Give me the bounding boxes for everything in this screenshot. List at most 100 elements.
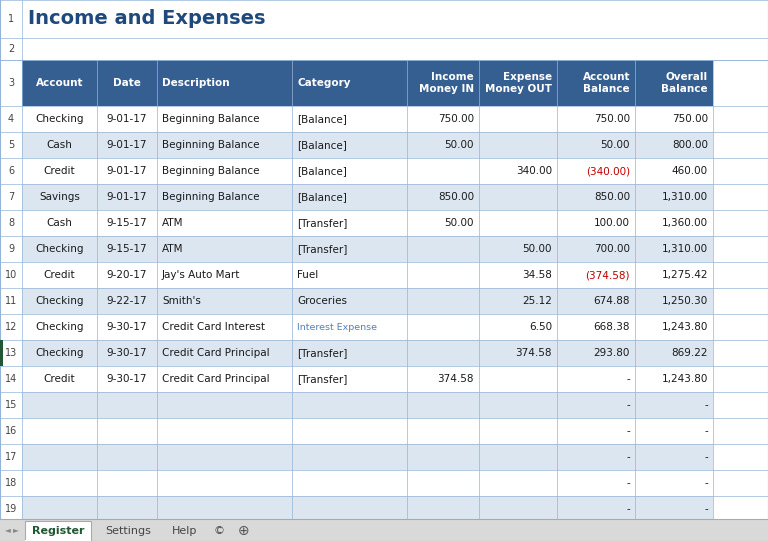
Bar bbox=[713, 392, 768, 418]
Bar bbox=[22, 184, 713, 210]
Bar bbox=[0, 60, 22, 106]
Text: [Balance]: [Balance] bbox=[297, 114, 347, 124]
Bar bbox=[713, 158, 768, 184]
Text: 750.00: 750.00 bbox=[438, 114, 474, 124]
Bar bbox=[0, 210, 22, 236]
Bar bbox=[0, 444, 22, 470]
Text: Interest Expense: Interest Expense bbox=[297, 322, 377, 332]
Bar bbox=[713, 366, 768, 392]
Text: Description: Description bbox=[162, 78, 230, 88]
Text: 50.00: 50.00 bbox=[445, 218, 474, 228]
Text: Credit Card Principal: Credit Card Principal bbox=[162, 374, 270, 384]
Text: -: - bbox=[626, 426, 630, 436]
Text: 1,250.30: 1,250.30 bbox=[662, 296, 708, 306]
Bar bbox=[25, 521, 91, 541]
Text: Credit: Credit bbox=[44, 166, 75, 176]
Text: 293.80: 293.80 bbox=[594, 348, 630, 358]
Text: -: - bbox=[626, 504, 630, 514]
Text: Beginning Balance: Beginning Balance bbox=[162, 192, 260, 202]
Text: 340.00: 340.00 bbox=[516, 166, 552, 176]
Bar bbox=[713, 496, 768, 522]
Text: -: - bbox=[704, 504, 708, 514]
Text: 100.00: 100.00 bbox=[594, 218, 630, 228]
Text: 869.22: 869.22 bbox=[671, 348, 708, 358]
Text: 9-01-17: 9-01-17 bbox=[107, 140, 147, 150]
Bar bbox=[0, 470, 22, 496]
Text: Cash: Cash bbox=[47, 218, 72, 228]
Bar bbox=[713, 262, 768, 288]
Text: 9-30-17: 9-30-17 bbox=[107, 374, 147, 384]
Text: -: - bbox=[704, 478, 708, 488]
Text: 1,310.00: 1,310.00 bbox=[662, 244, 708, 254]
Text: ►: ► bbox=[13, 525, 19, 535]
Text: [Balance]: [Balance] bbox=[297, 192, 347, 202]
Text: 850.00: 850.00 bbox=[438, 192, 474, 202]
Text: 4: 4 bbox=[8, 114, 14, 124]
Bar bbox=[0, 236, 22, 262]
Text: 800.00: 800.00 bbox=[672, 140, 708, 150]
Bar bbox=[22, 158, 713, 184]
Text: -: - bbox=[704, 426, 708, 436]
Text: -: - bbox=[626, 478, 630, 488]
Text: -: - bbox=[626, 452, 630, 462]
Text: 8: 8 bbox=[8, 218, 14, 228]
Text: Savings: Savings bbox=[39, 192, 80, 202]
Text: 50.00: 50.00 bbox=[522, 244, 552, 254]
Bar bbox=[22, 210, 713, 236]
Bar bbox=[713, 106, 768, 132]
Text: 6: 6 bbox=[8, 166, 14, 176]
Text: 9-01-17: 9-01-17 bbox=[107, 166, 147, 176]
Bar bbox=[22, 132, 713, 158]
Text: (374.58): (374.58) bbox=[585, 270, 630, 280]
Text: Register: Register bbox=[31, 526, 84, 536]
Text: Credit Card Interest: Credit Card Interest bbox=[162, 322, 265, 332]
Bar bbox=[22, 60, 713, 106]
Text: 17: 17 bbox=[5, 452, 17, 462]
Text: 14: 14 bbox=[5, 374, 17, 384]
Text: 6.50: 6.50 bbox=[529, 322, 552, 332]
Bar bbox=[22, 496, 713, 522]
Text: 7: 7 bbox=[8, 192, 14, 202]
Text: 9-15-17: 9-15-17 bbox=[107, 218, 147, 228]
Text: [Transfer]: [Transfer] bbox=[297, 348, 347, 358]
Bar bbox=[22, 340, 713, 366]
Bar bbox=[0, 314, 22, 340]
Text: Smith's: Smith's bbox=[162, 296, 201, 306]
Text: 16: 16 bbox=[5, 426, 17, 436]
Bar bbox=[713, 314, 768, 340]
Text: 9-22-17: 9-22-17 bbox=[107, 296, 147, 306]
Text: [Transfer]: [Transfer] bbox=[297, 244, 347, 254]
Text: 19: 19 bbox=[5, 504, 17, 514]
Text: Account
Balance: Account Balance bbox=[582, 72, 630, 94]
Bar bbox=[22, 106, 713, 132]
Text: Account: Account bbox=[36, 78, 83, 88]
Text: 9-30-17: 9-30-17 bbox=[107, 348, 147, 358]
Text: ATM: ATM bbox=[162, 244, 184, 254]
Text: Beginning Balance: Beginning Balance bbox=[162, 166, 260, 176]
Text: Groceries: Groceries bbox=[297, 296, 347, 306]
Text: [Transfer]: [Transfer] bbox=[297, 218, 347, 228]
Bar bbox=[22, 262, 713, 288]
Text: Income and Expenses: Income and Expenses bbox=[28, 10, 266, 29]
Bar bbox=[22, 366, 713, 392]
Bar bbox=[0, 158, 22, 184]
Text: (340.00): (340.00) bbox=[586, 166, 630, 176]
Text: 9-01-17: 9-01-17 bbox=[107, 114, 147, 124]
Text: 1,360.00: 1,360.00 bbox=[662, 218, 708, 228]
Text: 2: 2 bbox=[8, 44, 14, 54]
Bar bbox=[22, 288, 713, 314]
Bar bbox=[713, 236, 768, 262]
Text: Help: Help bbox=[172, 526, 197, 536]
Bar bbox=[22, 236, 713, 262]
Text: Date: Date bbox=[113, 78, 141, 88]
Bar bbox=[0, 184, 22, 210]
Text: 700.00: 700.00 bbox=[594, 244, 630, 254]
Text: 1,243.80: 1,243.80 bbox=[661, 322, 708, 332]
Text: 9-15-17: 9-15-17 bbox=[107, 244, 147, 254]
Text: ATM: ATM bbox=[162, 218, 184, 228]
Text: Credit: Credit bbox=[44, 270, 75, 280]
Bar bbox=[0, 38, 768, 60]
Text: 750.00: 750.00 bbox=[672, 114, 708, 124]
Bar bbox=[713, 288, 768, 314]
Bar bbox=[713, 184, 768, 210]
